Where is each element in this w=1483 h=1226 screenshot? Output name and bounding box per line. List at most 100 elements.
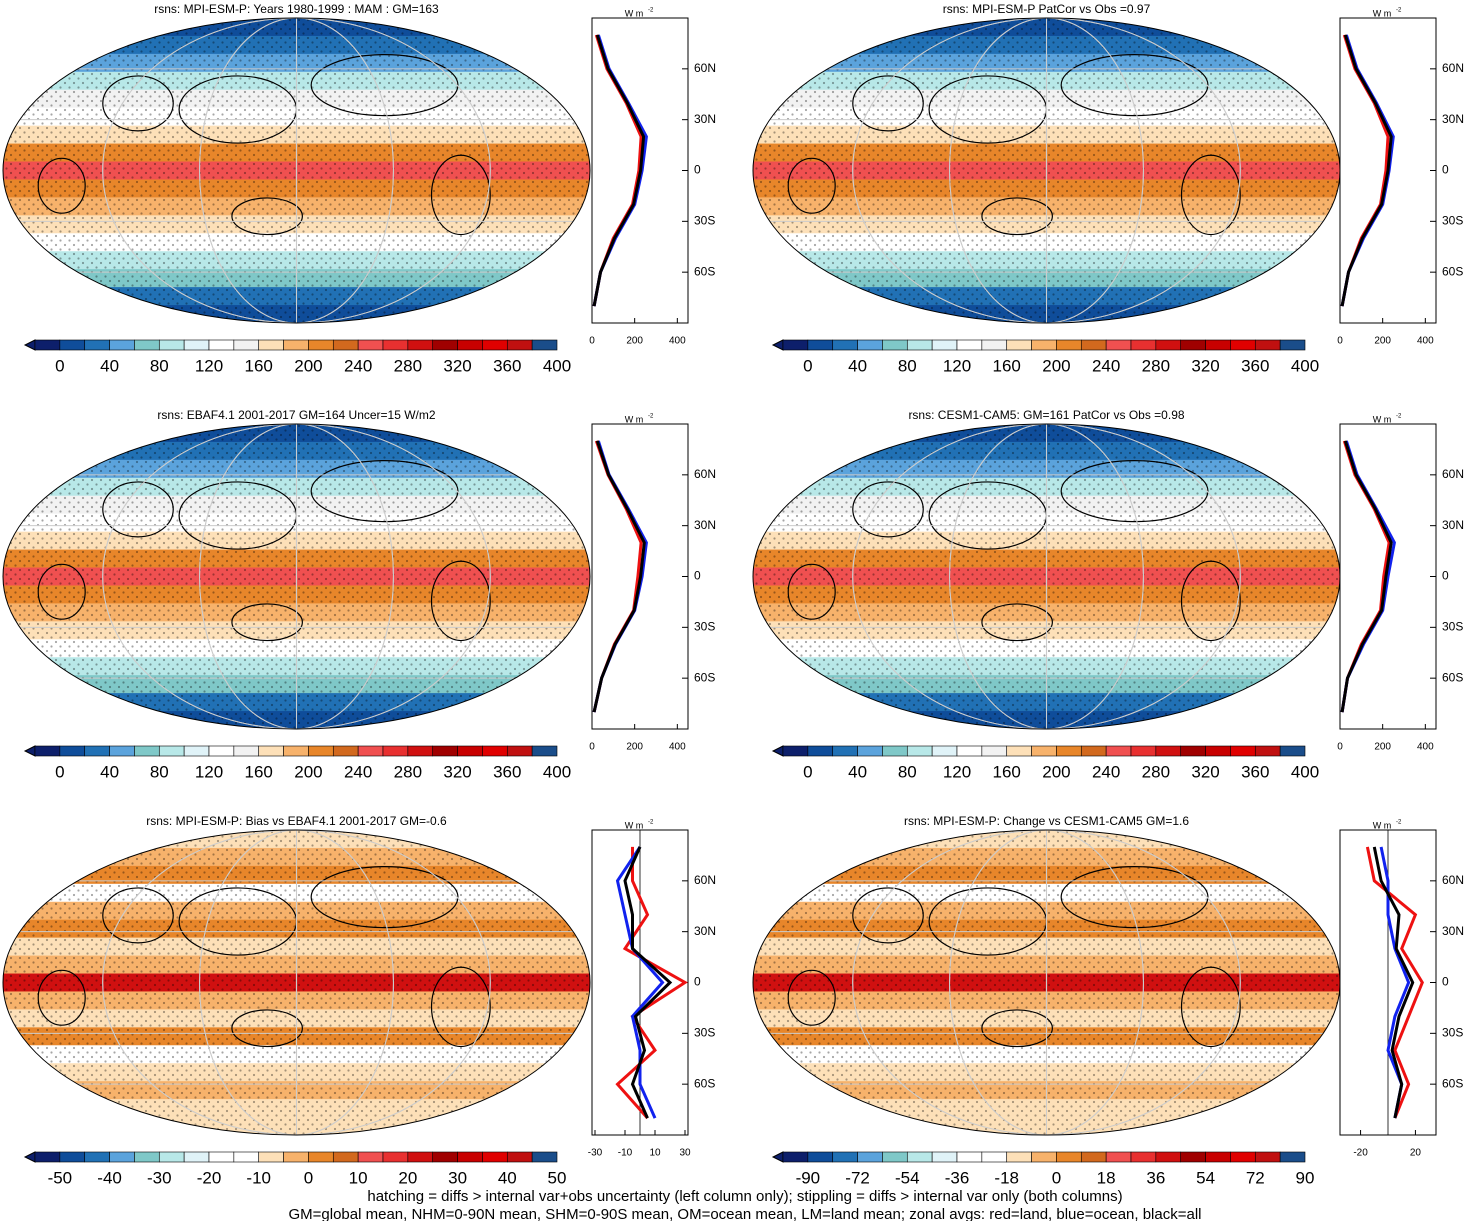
colorbar-label: 30 xyxy=(448,1168,467,1187)
colorbar-box xyxy=(882,340,907,350)
colorbar-box xyxy=(259,1152,284,1162)
colorbar-box xyxy=(284,1152,309,1162)
x-tick-label: 400 xyxy=(669,336,686,347)
colorbar-label: -72 xyxy=(845,1168,870,1187)
y-tick-label: 30N xyxy=(1442,924,1464,938)
colorbar-label: 120 xyxy=(195,762,223,781)
y-tick-label: 30S xyxy=(694,214,715,228)
x-tick-label: 0 xyxy=(1337,336,1343,347)
colorbar-box xyxy=(85,340,110,350)
panel: rsns: MPI-ESM-P: Years 1980-1999 : MAM :… xyxy=(3,2,716,375)
colorbar-label: 0 xyxy=(803,356,812,375)
profile-unit-exp: -2 xyxy=(1396,414,1402,420)
colorbar-box xyxy=(1032,340,1057,350)
colorbar-box xyxy=(433,746,458,756)
profile-unit: W m xyxy=(1373,414,1392,424)
colorbar-label: 400 xyxy=(1291,762,1319,781)
colorbar-label: 0 xyxy=(803,762,812,781)
colorbar-label: 360 xyxy=(493,356,521,375)
profile-unit: W m xyxy=(625,820,644,830)
colorbar-box xyxy=(35,1152,60,1162)
panel-title: rsns: CESM1-CAM5: GM=161 PatCor vs Obs =… xyxy=(908,408,1184,422)
profile-unit-exp: -2 xyxy=(1396,820,1402,826)
profile-unit-exp: -2 xyxy=(1396,8,1402,14)
colorbar-box xyxy=(308,746,333,756)
colorbar-arrow xyxy=(25,1152,35,1162)
profile-unit: W m xyxy=(1373,8,1392,18)
colorbar-label: 80 xyxy=(898,356,917,375)
colorbar-box xyxy=(60,1152,85,1162)
y-tick-label: 0 xyxy=(694,975,701,989)
colorbar-label: 54 xyxy=(1196,1168,1215,1187)
colorbar-label: 200 xyxy=(1042,762,1070,781)
colorbar-label: 40 xyxy=(100,762,119,781)
colorbar-label: 0 xyxy=(55,762,64,781)
x-tick-label: 400 xyxy=(1417,336,1434,347)
colorbar-box xyxy=(982,340,1007,350)
colorbar-label: 400 xyxy=(1291,356,1319,375)
colorbar-box xyxy=(1007,340,1032,350)
y-tick-label: 0 xyxy=(694,569,701,583)
colorbar-box xyxy=(184,746,209,756)
colorbar-box xyxy=(134,746,159,756)
colorbar-box xyxy=(234,1152,259,1162)
y-tick-label: 60S xyxy=(1442,1076,1463,1090)
colorbar-box xyxy=(833,746,858,756)
colorbar-label: 72 xyxy=(1246,1168,1265,1187)
zonal-profile xyxy=(594,441,641,712)
colorbar-label: 40 xyxy=(848,356,867,375)
colorbar-label: 160 xyxy=(993,762,1021,781)
colorbar-box xyxy=(383,340,408,350)
map xyxy=(753,18,1340,324)
colorbar-box xyxy=(110,340,135,350)
colorbar-label: 18 xyxy=(1097,1168,1116,1187)
colorbar-label: 240 xyxy=(344,762,372,781)
x-tick-label: 400 xyxy=(1417,742,1434,753)
colorbar-box xyxy=(858,746,883,756)
colorbar-box xyxy=(907,340,932,350)
colorbar-label: 36 xyxy=(1146,1168,1165,1187)
colorbar-label: -90 xyxy=(796,1168,821,1187)
colorbar-label: -10 xyxy=(246,1168,271,1187)
colorbar-box xyxy=(1032,746,1057,756)
colorbar-box xyxy=(85,746,110,756)
colorbar-box xyxy=(60,340,85,350)
y-tick-label: 30S xyxy=(1442,620,1463,634)
panel-title: rsns: MPI-ESM-P: Change vs CESM1-CAM5 GM… xyxy=(904,814,1189,828)
colorbar-box xyxy=(35,340,60,350)
map xyxy=(753,830,1340,1136)
colorbar-label: 280 xyxy=(1142,762,1170,781)
colorbar-box xyxy=(358,1152,383,1162)
colorbar-box xyxy=(110,1152,135,1162)
colorbar-label: -54 xyxy=(895,1168,920,1187)
colorbar-box xyxy=(1007,1152,1032,1162)
colorbar-label: -30 xyxy=(147,1168,172,1187)
panel-title: rsns: EBAF4.1 2001-2017 GM=164 Uncer=15 … xyxy=(157,408,435,422)
colorbar-label: 280 xyxy=(394,356,422,375)
colorbar-label: 360 xyxy=(493,762,521,781)
colorbar-arrow xyxy=(773,746,783,756)
colorbar-label: -50 xyxy=(48,1168,73,1187)
colorbar-label: 0 xyxy=(55,356,64,375)
colorbar-box xyxy=(507,746,532,756)
colorbar-box xyxy=(209,746,234,756)
y-tick-label: 30N xyxy=(694,924,716,938)
colorbar-label: 0 xyxy=(304,1168,313,1187)
colorbar-label: 200 xyxy=(1042,356,1070,375)
colorbar-box xyxy=(957,340,982,350)
colorbar-label: -40 xyxy=(97,1168,122,1187)
colorbar-box xyxy=(433,340,458,350)
colorbar-label: 80 xyxy=(150,356,169,375)
colorbar-box xyxy=(507,1152,532,1162)
colorbar-arrow xyxy=(25,340,35,350)
colorbar-box xyxy=(159,746,184,756)
colorbar-label: 90 xyxy=(1296,1168,1315,1187)
colorbar-box xyxy=(1230,340,1255,350)
y-tick-label: 60S xyxy=(694,1076,715,1090)
colorbar-box xyxy=(1106,746,1131,756)
colorbar-label: 40 xyxy=(498,1168,517,1187)
y-tick-label: 60S xyxy=(694,264,715,278)
y-tick-label: 0 xyxy=(1442,569,1449,583)
colorbar-box xyxy=(957,1152,982,1162)
y-tick-label: 60N xyxy=(1442,873,1464,887)
